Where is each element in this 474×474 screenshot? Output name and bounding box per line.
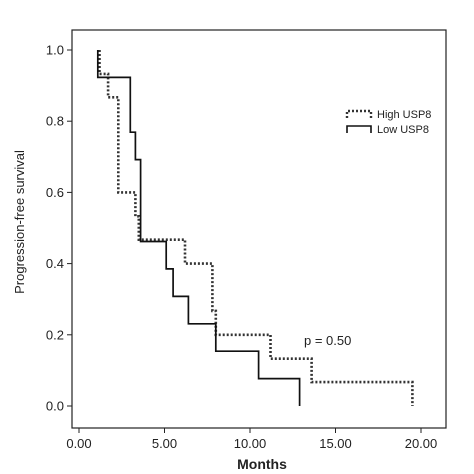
series-line-high-usp8 [98,50,414,406]
y-tick-label: 0.0 [46,399,64,414]
y-tick-label: 0.2 [46,327,64,342]
y-tick-label: 1.0 [46,43,64,58]
x-axis-title: Months [237,456,287,472]
plot-frame [71,29,447,429]
legend: High USP8 Low USP8 [345,109,431,136]
x-tick-label: 10.00 [234,436,267,451]
x-axis-ticks: 0.00 5.00 10.00 15.00 20.00 [66,428,437,451]
x-tick-label: 15.00 [319,436,352,451]
series-layer [96,50,414,406]
x-tick-label: 20.00 [405,436,438,451]
legend-label-high-usp8: High USP8 [377,109,431,121]
y-axis-title: Progression-free survival [12,150,27,294]
x-tick-label: 5.00 [152,436,177,451]
y-tick-label: 0.6 [46,185,64,200]
legend-swatch-low-usp8 [346,125,372,133]
x-tick-label: 0.00 [66,436,91,451]
p-value-annotation: p = 0.50 [304,333,351,348]
y-axis-ticks: 0.0 0.2 0.4 0.6 0.8 1.0 [46,43,72,414]
legend-label-low-usp8: Low USP8 [377,124,429,136]
y-tick-label: 0.8 [46,114,64,129]
y-tick-label: 0.4 [46,256,64,271]
series-line-low-usp8 [96,50,301,406]
